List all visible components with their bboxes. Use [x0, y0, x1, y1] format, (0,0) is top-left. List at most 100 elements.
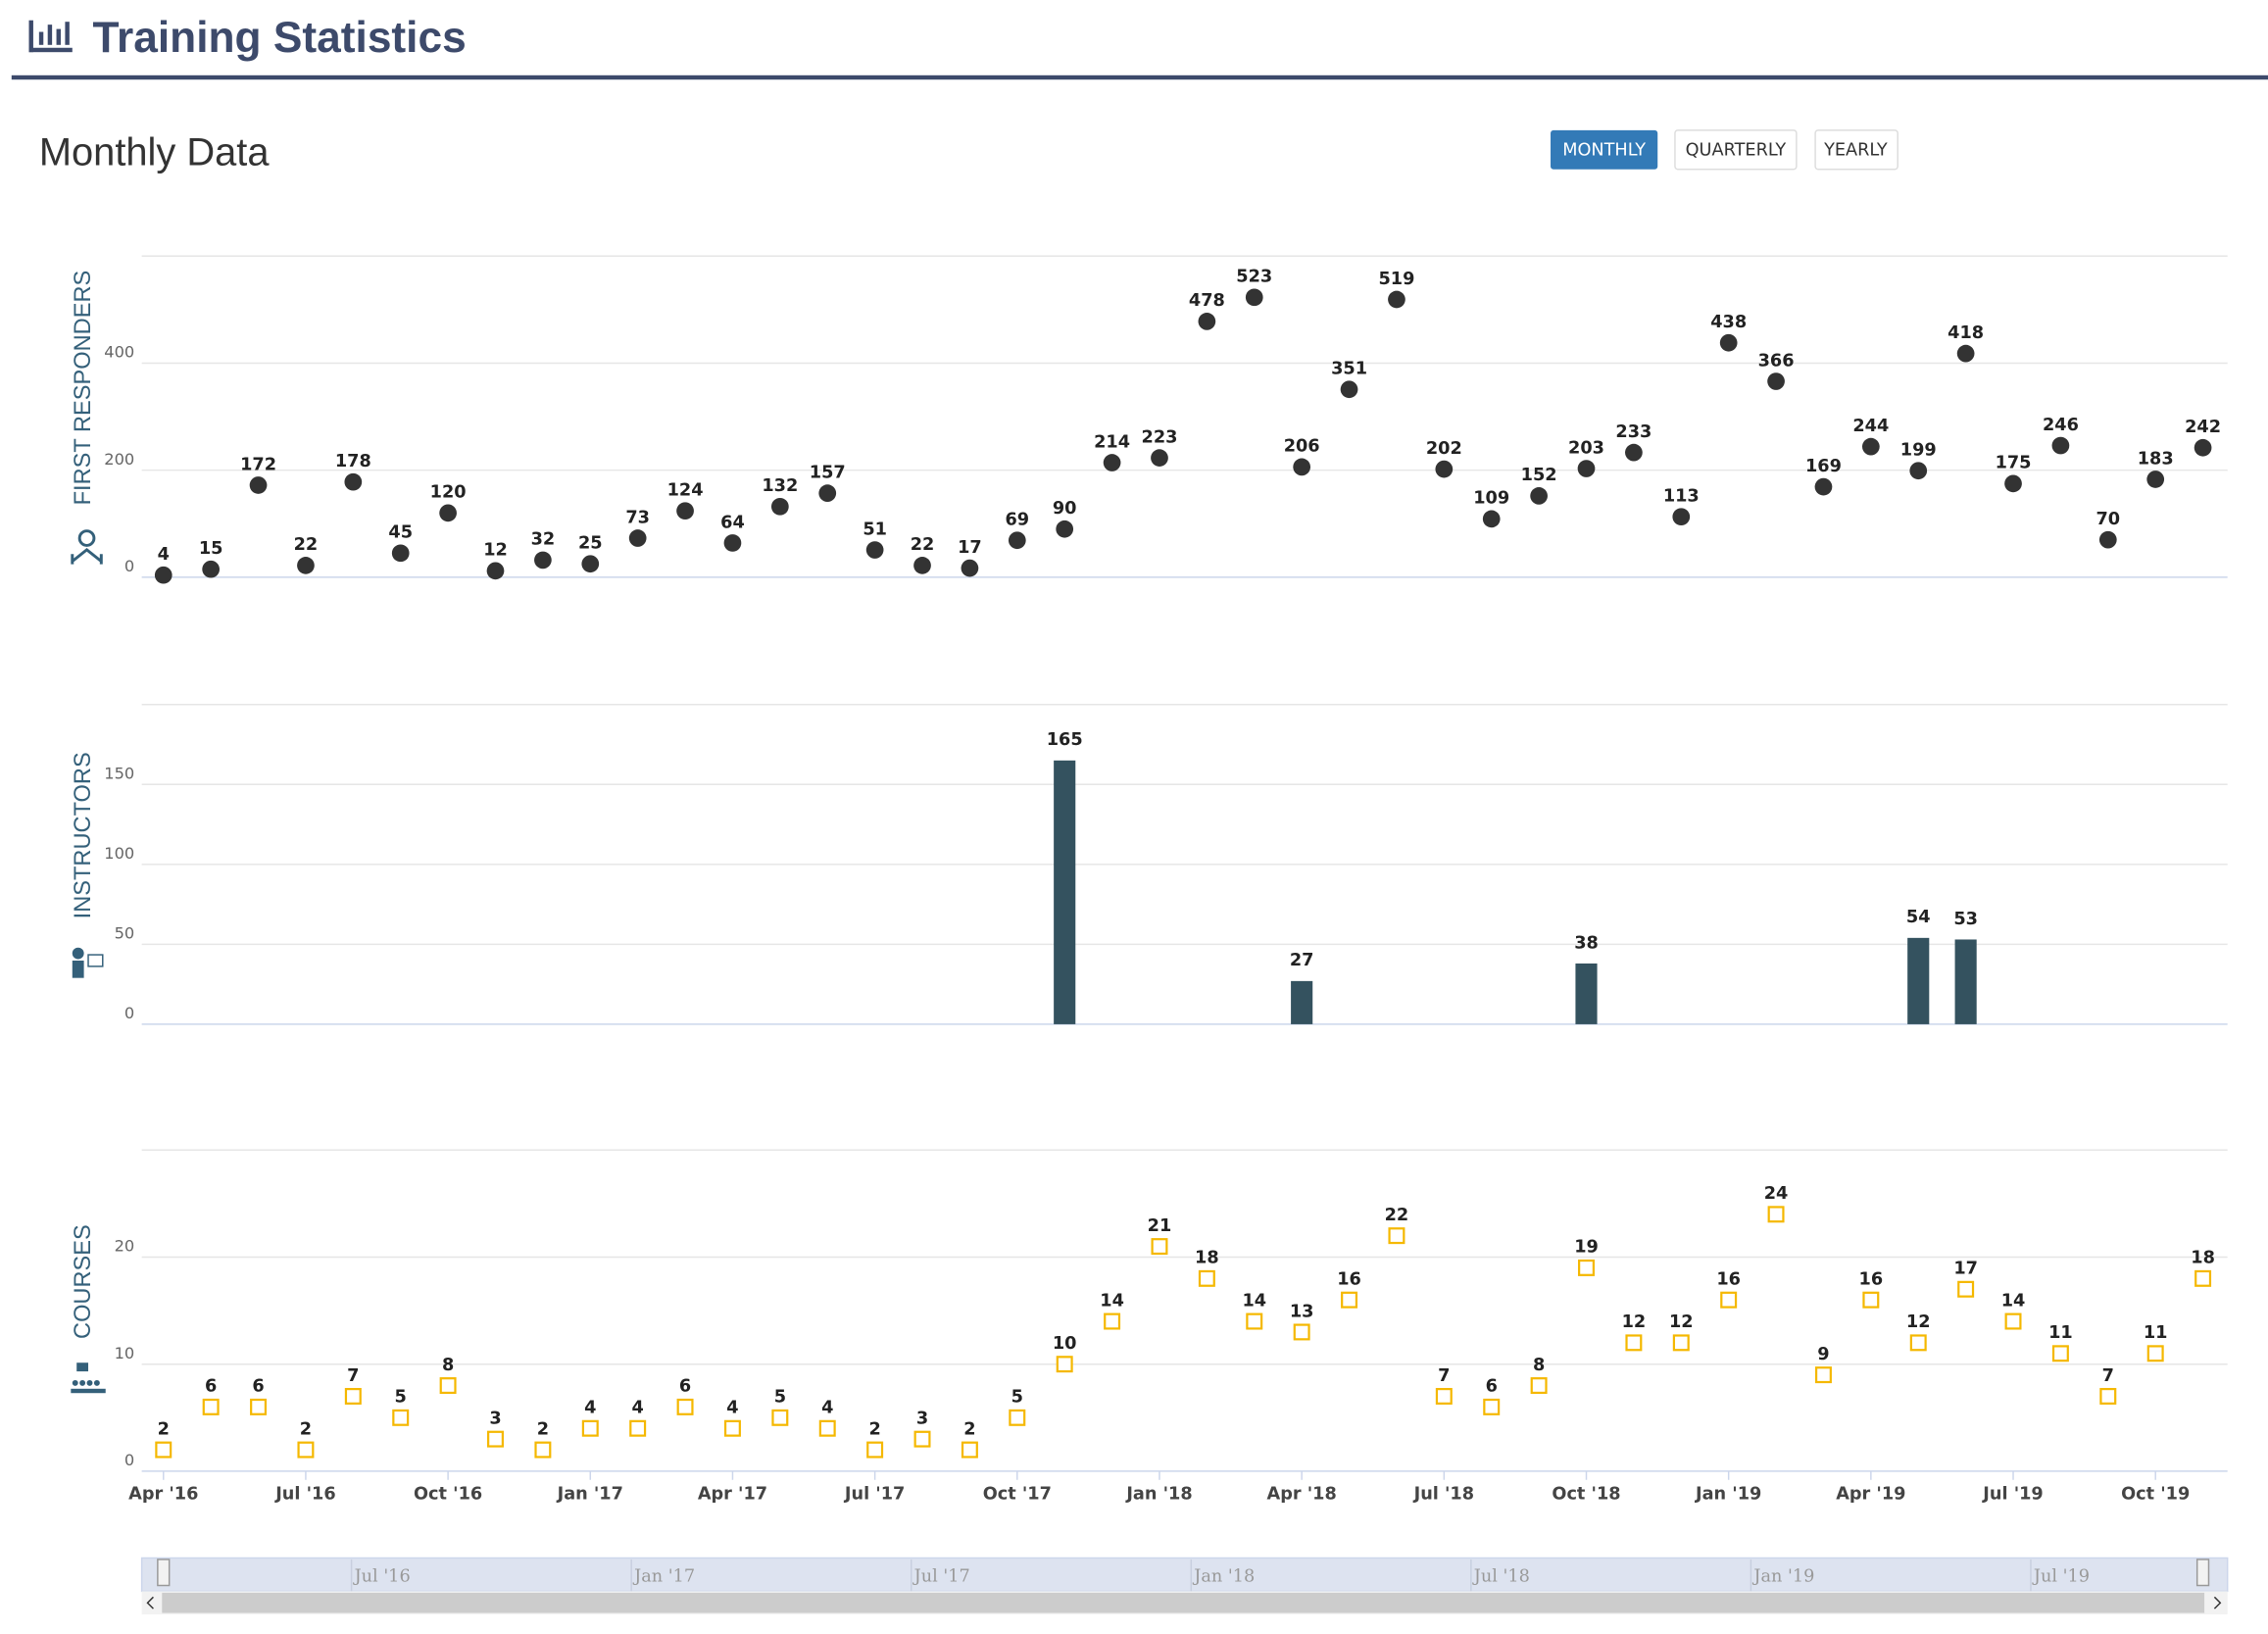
data-label: 2	[158, 1419, 170, 1439]
button-label[interactable]: MONTHLY	[1562, 141, 1646, 161]
point	[297, 1441, 315, 1459]
data-label: 13	[1290, 1302, 1314, 1321]
point	[1435, 1387, 1453, 1405]
point	[1198, 313, 1216, 330]
data-label: 24	[1764, 1184, 1789, 1204]
icon-first-responders	[71, 529, 103, 565]
x-tick-label: Jul '16	[274, 1485, 335, 1505]
data-label: 7	[347, 1366, 359, 1386]
point	[2051, 436, 2070, 455]
point	[818, 1419, 836, 1437]
scroll-arrows[interactable]	[146, 1596, 2222, 1609]
point	[1672, 1334, 1690, 1352]
data-label: 438	[1710, 313, 1747, 332]
point	[1009, 1409, 1026, 1426]
point	[676, 1398, 694, 1415]
point	[818, 484, 837, 503]
data-label: 351	[1331, 360, 1367, 379]
point	[961, 1441, 978, 1459]
data-label: 12	[483, 541, 508, 561]
navigator-label: Jul '19	[2032, 1567, 2090, 1587]
data-label: 6	[679, 1377, 691, 1397]
point	[2146, 470, 2165, 488]
data-label: 21	[1148, 1216, 1172, 1236]
data-label: 90	[1053, 499, 1077, 519]
point	[534, 551, 552, 569]
point	[676, 502, 694, 520]
point	[629, 1419, 647, 1437]
point	[1767, 372, 1785, 390]
y-tick-label: 400	[104, 343, 134, 362]
point	[487, 1430, 504, 1448]
data-label: 124	[667, 481, 704, 501]
navigator-range	[140, 1557, 2229, 1593]
x-tick-label: Oct '18	[1552, 1485, 1620, 1505]
data-label: 17	[1953, 1260, 1978, 1279]
data-label: 206	[1284, 437, 1320, 457]
button-group: MONTHLY QUARTERLY YEARLY	[1551, 129, 1898, 171]
button-yearly[interactable]	[1814, 129, 1898, 171]
data-label: 12	[1906, 1312, 1931, 1332]
data-label: 366	[1758, 351, 1795, 371]
point	[1672, 508, 1691, 526]
data-label: 523	[1236, 268, 1272, 287]
point	[534, 1441, 552, 1459]
button-quarterly[interactable]	[1674, 129, 1798, 171]
data-label: 27	[1290, 951, 1314, 970]
navigator-handle[interactable]	[2195, 1559, 2210, 1587]
point	[1246, 1312, 1263, 1330]
data-label: 14	[1100, 1291, 1124, 1311]
navigator-label: Jul '17	[912, 1567, 970, 1587]
point	[581, 555, 600, 573]
point	[1909, 1334, 1927, 1352]
point	[2146, 1345, 2164, 1362]
data-label: 3	[489, 1409, 501, 1428]
bar	[1054, 760, 1076, 1024]
data-label: 4	[632, 1399, 644, 1418]
data-label: 478	[1189, 291, 1225, 311]
data-label: 17	[958, 538, 982, 558]
data-label: 16	[1859, 1270, 1884, 1290]
bar	[1907, 937, 1930, 1024]
button-monthly[interactable]	[1551, 129, 1658, 170]
point	[1719, 333, 1738, 352]
button-label[interactable]: YEARLY	[1823, 141, 1888, 161]
point	[1103, 454, 1121, 471]
point	[1625, 443, 1643, 462]
x-tick-label: Apr '18	[1267, 1485, 1337, 1505]
point	[1104, 1312, 1121, 1330]
data-label: 22	[911, 535, 935, 555]
point	[1957, 1280, 1975, 1298]
x-tick-label: Apr '16	[128, 1485, 198, 1505]
data-label: 246	[2043, 416, 2079, 435]
data-label: 113	[1663, 487, 1700, 507]
navigator-handle[interactable]	[157, 1559, 171, 1587]
point	[250, 1398, 268, 1415]
point	[202, 560, 221, 578]
point	[1293, 458, 1311, 476]
x-tick-label: Jul '19	[1982, 1485, 2043, 1505]
data-label: 5	[774, 1388, 786, 1408]
button-label[interactable]: QUARTERLY	[1686, 141, 1787, 161]
data-label: 4	[726, 1399, 738, 1418]
point	[344, 1387, 362, 1405]
data-label: 12	[1669, 1312, 1694, 1332]
data-label: 132	[762, 476, 798, 496]
data-label: 19	[1574, 1238, 1599, 1258]
data-label: 165	[1047, 730, 1083, 750]
point	[1814, 1366, 1832, 1384]
scrollbar-thumb[interactable]	[162, 1592, 2205, 1613]
data-label: 15	[199, 539, 223, 559]
point	[1056, 1356, 1073, 1373]
point	[1198, 1269, 1215, 1287]
data-label: 9	[1817, 1345, 1829, 1364]
data-label: 120	[430, 483, 467, 503]
data-label: 10	[1053, 1334, 1077, 1354]
point	[1767, 1206, 1785, 1223]
point	[1483, 1398, 1501, 1415]
point	[1008, 531, 1026, 550]
point	[1482, 510, 1501, 528]
data-label: 22	[1385, 1206, 1409, 1225]
point	[439, 504, 457, 522]
data-label: 6	[1486, 1377, 1498, 1397]
